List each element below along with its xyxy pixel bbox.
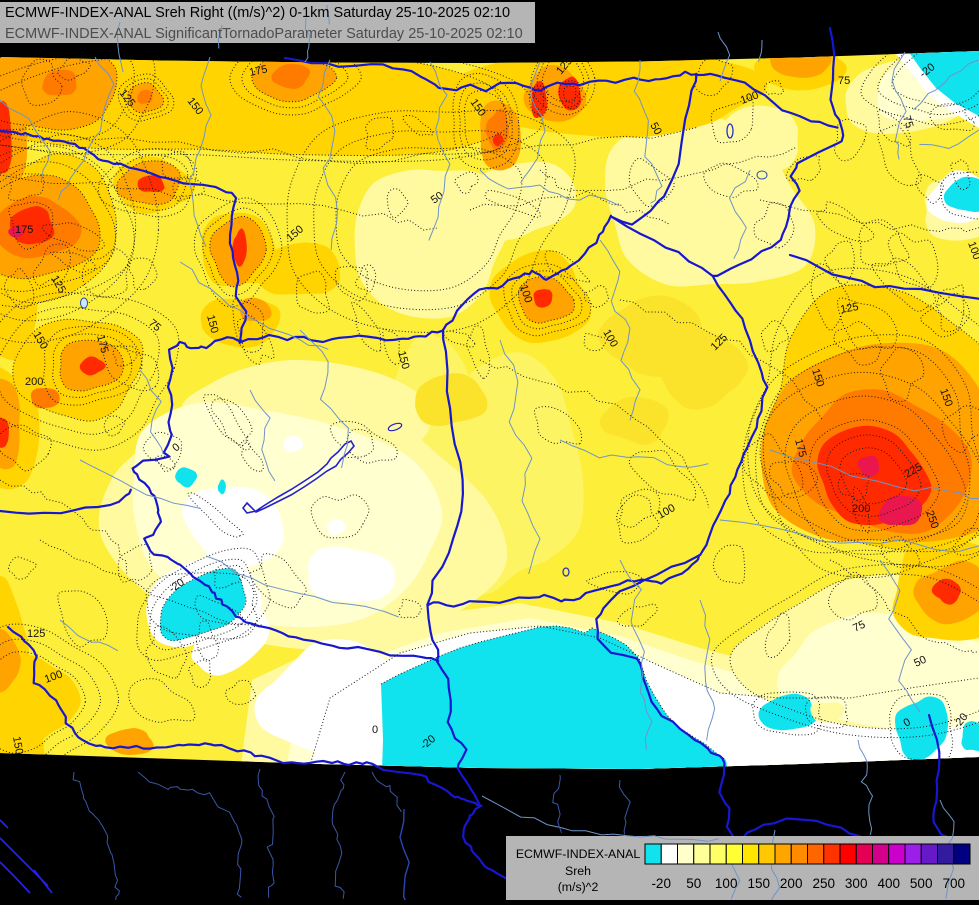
- svg-text:ECMWF-INDEX-ANAL: ECMWF-INDEX-ANAL: [516, 847, 640, 861]
- svg-text:0: 0: [902, 716, 913, 729]
- svg-text:-20: -20: [651, 876, 671, 891]
- svg-text:150: 150: [748, 876, 771, 891]
- svg-text:0: 0: [372, 724, 378, 736]
- svg-text:125: 125: [27, 628, 45, 640]
- svg-text:75: 75: [838, 75, 850, 87]
- svg-text:150: 150: [395, 350, 411, 371]
- svg-text:200: 200: [852, 503, 870, 515]
- svg-text:(m/s)^2: (m/s)^2: [558, 880, 599, 894]
- svg-text:50: 50: [429, 190, 446, 207]
- svg-text:100: 100: [739, 89, 760, 107]
- svg-text:175: 175: [248, 63, 268, 79]
- svg-text:125: 125: [839, 301, 859, 316]
- svg-text:Sreh: Sreh: [565, 864, 591, 878]
- svg-text:100: 100: [715, 876, 738, 891]
- svg-text:ECMWF-INDEX-ANAL SignificantTo: ECMWF-INDEX-ANAL SignificantTornadoParam…: [5, 26, 523, 42]
- svg-text:250: 250: [813, 876, 836, 891]
- svg-text:50: 50: [647, 121, 664, 138]
- svg-text:ECMWF-INDEX-ANAL Sreh Right ((: ECMWF-INDEX-ANAL Sreh Right ((m/s)^2) 0-…: [5, 5, 510, 21]
- svg-text:400: 400: [878, 876, 901, 891]
- svg-text:250: 250: [923, 509, 941, 530]
- svg-text:150: 150: [809, 367, 826, 388]
- svg-text:300: 300: [845, 876, 868, 891]
- svg-text:150: 150: [204, 314, 220, 335]
- svg-text:75: 75: [851, 619, 867, 635]
- svg-text:175: 175: [15, 224, 33, 236]
- svg-text:175: 175: [94, 334, 110, 355]
- svg-text:150: 150: [10, 735, 25, 755]
- svg-text:175: 175: [792, 438, 808, 459]
- svg-text:100: 100: [43, 668, 64, 686]
- svg-text:200: 200: [25, 376, 43, 388]
- svg-text:50: 50: [912, 654, 928, 670]
- svg-text:150: 150: [937, 387, 955, 408]
- svg-text:200: 200: [780, 876, 803, 891]
- svg-text:100: 100: [517, 283, 534, 304]
- svg-text:50: 50: [686, 876, 701, 891]
- svg-text:500: 500: [910, 876, 933, 891]
- svg-text:700: 700: [943, 876, 966, 891]
- svg-text:75: 75: [900, 114, 915, 129]
